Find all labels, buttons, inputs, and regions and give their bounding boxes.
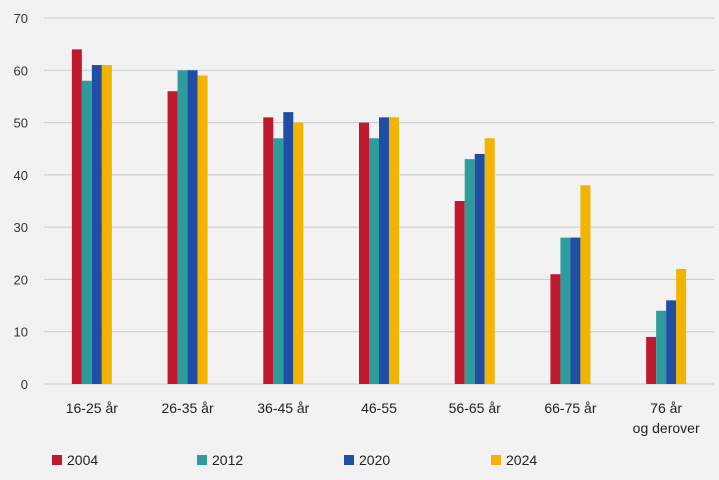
- bar-2004-1: [167, 91, 178, 384]
- bar-2024-5: [580, 185, 591, 384]
- bar-2012-6: [656, 310, 667, 384]
- bar-2020-3: [379, 117, 389, 384]
- x-category-label: 46-55: [361, 400, 397, 416]
- bar-2004-6: [646, 336, 657, 384]
- y-axis-ticks: 0 10 20 30 40 50 60 70: [14, 11, 28, 392]
- y-tick-label: 10: [14, 325, 28, 340]
- bar-2004-5: [550, 274, 561, 384]
- x-axis-categories: 16-25 år 26-35 år 36-45 år 46-55 56-65 år 66-…: [66, 400, 700, 436]
- bar-2020-0: [91, 65, 102, 385]
- bar-2012-2: [273, 138, 284, 384]
- legend-swatch-2004: [52, 455, 62, 465]
- bar-2012-1: [177, 70, 188, 385]
- x-category-label: 26-35 år: [161, 400, 213, 416]
- bar-2004-3: [359, 122, 369, 385]
- y-tick-label: 20: [14, 272, 28, 287]
- legend: 2004 2012 2020 2024: [52, 452, 537, 468]
- bar-2012-4: [464, 159, 475, 384]
- bar-2024-0: [101, 65, 112, 385]
- bar-2024-4: [484, 138, 495, 384]
- bar-2020-4: [474, 153, 485, 384]
- x-category-label: 16-25 år: [66, 400, 118, 416]
- x-category-label: 56-65 år: [449, 400, 501, 416]
- bar-2004-0: [71, 49, 82, 384]
- bar-2020-6: [666, 300, 677, 384]
- legend-label: 2020: [359, 452, 390, 468]
- bar-2004-4: [454, 201, 465, 384]
- y-tick-label: 0: [21, 377, 28, 392]
- bar-2020-5: [570, 237, 581, 384]
- bars: [71, 49, 687, 385]
- legend-swatch-2020: [344, 455, 354, 465]
- y-tick-label: 30: [14, 220, 28, 235]
- y-tick-label: 40: [14, 168, 28, 183]
- legend-swatch-2012: [197, 455, 207, 465]
- legend-swatch-2024: [491, 455, 501, 465]
- bar-2024-6: [676, 268, 687, 384]
- bar-2024-1: [197, 75, 208, 384]
- x-category-label: og derover: [633, 420, 700, 436]
- legend-label: 2024: [506, 452, 537, 468]
- bar-2012-3: [369, 138, 379, 384]
- bar-2020-2: [283, 112, 294, 384]
- x-category-label: 76 år: [650, 400, 682, 416]
- y-tick-label: 50: [14, 116, 28, 131]
- legend-label: 2004: [67, 452, 98, 468]
- bar-2004-2: [263, 117, 274, 384]
- y-tick-label: 60: [14, 63, 28, 78]
- x-category-label: 66-75 år: [544, 400, 596, 416]
- bar-2012-5: [560, 237, 571, 384]
- x-category-label: 36-45 år: [257, 400, 309, 416]
- bar-2024-2: [293, 122, 304, 385]
- bar-2024-3: [389, 117, 399, 384]
- bar-2012-0: [81, 80, 92, 384]
- y-tick-label: 70: [14, 11, 28, 26]
- legend-label: 2012: [212, 452, 243, 468]
- bar-2020-1: [187, 70, 198, 385]
